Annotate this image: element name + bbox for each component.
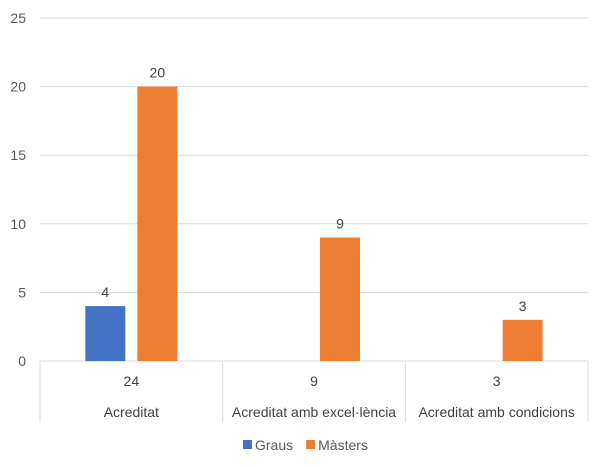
legend-swatch-màsters xyxy=(306,440,316,449)
category-label: Acreditat xyxy=(104,404,159,420)
bar-màsters-2 xyxy=(502,319,543,361)
data-label: 4 xyxy=(101,284,109,300)
data-label: 20 xyxy=(150,65,166,81)
legend-label: Màsters xyxy=(318,437,368,453)
legend-label: Graus xyxy=(255,437,293,453)
y-tick-label: 5 xyxy=(18,284,26,300)
y-tick-label: 10 xyxy=(10,216,26,232)
y-tick-label: 25 xyxy=(10,10,26,26)
y-tick-label: 15 xyxy=(10,147,26,163)
y-axis-ticks: 0 5 10 15 20 25 xyxy=(10,10,26,369)
data-label: 9 xyxy=(336,216,344,232)
bars xyxy=(85,86,543,361)
legend: Graus Màsters xyxy=(243,437,368,453)
y-tick-label: 0 xyxy=(18,353,26,369)
bar-màsters-0 xyxy=(137,86,178,361)
data-labels: 4 20 9 3 xyxy=(101,65,526,314)
table-value: 9 xyxy=(310,373,318,389)
y-tick-label: 20 xyxy=(10,79,26,95)
table-value: 3 xyxy=(493,373,501,389)
bar-màsters-1 xyxy=(320,237,360,361)
gridlines xyxy=(40,17,588,362)
data-table: 24 Acreditat 9 Acreditat amb excel·lència 3 A… xyxy=(39,361,589,422)
data-label: 3 xyxy=(519,298,527,314)
bar-graus-0 xyxy=(85,306,126,361)
category-label: Acreditat amb excel·lència xyxy=(232,404,396,420)
table-value: 24 xyxy=(124,373,140,389)
legend-swatch-graus xyxy=(243,440,252,449)
category-label: Acreditat amb condicions xyxy=(418,404,574,420)
